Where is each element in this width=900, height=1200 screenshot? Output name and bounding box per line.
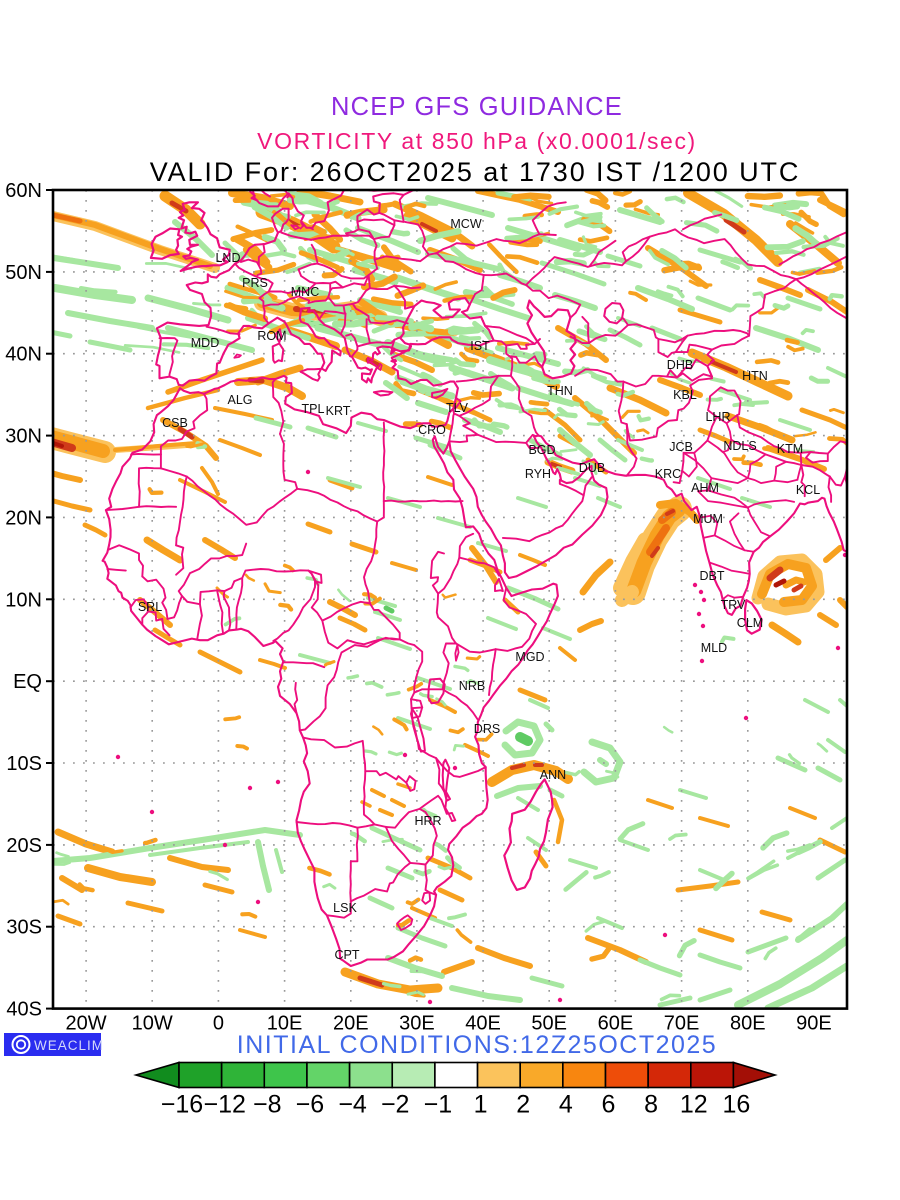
svg-text:DBT: DBT (700, 569, 725, 583)
svg-text:50N: 50N (5, 262, 42, 284)
svg-text:JCB: JCB (669, 440, 693, 454)
svg-text:VORTICITY at 850 hPa (x0.0001/: VORTICITY at 850 hPa (x0.0001/sec) (257, 128, 697, 154)
svg-text:MUM: MUM (693, 512, 723, 526)
svg-text:SRL: SRL (138, 600, 162, 614)
svg-text:LSK: LSK (333, 901, 357, 915)
svg-text:−16: −16 (161, 1091, 203, 1119)
svg-text:30N: 30N (5, 426, 42, 448)
svg-text:LND: LND (215, 251, 240, 265)
svg-text:EQ: EQ (13, 671, 42, 693)
svg-text:−1: −1 (424, 1091, 453, 1119)
svg-text:30S: 30S (6, 917, 42, 939)
svg-text:NDLS: NDLS (723, 439, 756, 453)
svg-text:−2: −2 (381, 1091, 410, 1119)
svg-text:BGD: BGD (528, 443, 555, 457)
svg-text:16: 16 (722, 1091, 750, 1119)
svg-text:10N: 10N (5, 589, 42, 611)
svg-text:PRS: PRS (242, 276, 268, 290)
svg-text:8: 8 (644, 1091, 658, 1119)
svg-text:THN: THN (547, 384, 573, 398)
svg-text:TRV: TRV (721, 598, 746, 612)
svg-text:TPL: TPL (302, 402, 325, 416)
svg-text:KCL: KCL (796, 483, 820, 497)
svg-text:KTM: KTM (777, 442, 803, 456)
svg-text:90E: 90E (796, 1013, 832, 1035)
svg-text:70E: 70E (664, 1013, 700, 1035)
svg-text:1: 1 (474, 1091, 488, 1119)
svg-text:VALID For: 26OCT2025 at 1730 I: VALID For: 26OCT2025 at 1730 IST /1200 U… (150, 157, 801, 187)
svg-text:INITIAL CONDITIONS:12Z25OCT20: INITIAL CONDITIONS:12Z25OCT2025 (237, 1031, 717, 1059)
svg-text:WEACLIM: WEACLIM (34, 1038, 104, 1053)
svg-text:20E: 20E (333, 1013, 369, 1035)
svg-text:−4: −4 (338, 1091, 367, 1119)
svg-text:CPT: CPT (335, 948, 360, 962)
svg-text:40N: 40N (5, 344, 42, 366)
svg-text:−8: −8 (253, 1091, 282, 1119)
svg-text:ROM: ROM (257, 329, 286, 343)
svg-text:0: 0 (213, 1013, 224, 1035)
svg-text:10W: 10W (132, 1013, 173, 1035)
svg-text:DHB: DHB (667, 358, 693, 372)
svg-text:6: 6 (602, 1091, 616, 1119)
svg-text:IST: IST (470, 339, 490, 353)
svg-text:40E: 40E (465, 1013, 501, 1035)
svg-text:NRB: NRB (459, 679, 485, 693)
svg-text:KRT: KRT (326, 404, 351, 418)
svg-text:HTN: HTN (742, 369, 768, 383)
svg-text:30E: 30E (399, 1013, 435, 1035)
svg-text:CSB: CSB (162, 416, 188, 430)
svg-text:NCEP GFS GUIDANCE: NCEP GFS GUIDANCE (331, 93, 623, 121)
svg-text:CRO: CRO (418, 423, 446, 437)
svg-text:KBL: KBL (673, 388, 697, 402)
svg-text:20W: 20W (66, 1013, 107, 1035)
svg-text:HRR: HRR (414, 814, 441, 828)
svg-text:KRC: KRC (655, 467, 681, 481)
svg-text:MDD: MDD (191, 336, 219, 350)
svg-text:60E: 60E (598, 1013, 634, 1035)
svg-text:10E: 10E (267, 1013, 303, 1035)
svg-text:AHM: AHM (691, 481, 719, 495)
svg-text:50E: 50E (531, 1013, 567, 1035)
svg-text:RYH: RYH (525, 467, 551, 481)
svg-text:10S: 10S (6, 753, 42, 775)
svg-text:4: 4 (559, 1091, 573, 1119)
svg-text:MCW: MCW (450, 217, 481, 231)
svg-text:MLD: MLD (701, 641, 727, 655)
svg-text:MGD: MGD (515, 650, 544, 664)
svg-text:TLV: TLV (446, 401, 469, 415)
svg-text:LHR: LHR (705, 410, 730, 424)
svg-text:ANN: ANN (540, 768, 566, 782)
svg-text:CLM: CLM (737, 616, 763, 630)
svg-text:60N: 60N (5, 180, 42, 202)
svg-text:DUB: DUB (579, 461, 605, 475)
svg-text:DRS: DRS (474, 722, 500, 736)
svg-text:12: 12 (680, 1091, 708, 1119)
svg-text:20N: 20N (5, 507, 42, 529)
svg-text:MNC: MNC (291, 285, 319, 299)
svg-text:ALG: ALG (227, 393, 252, 407)
svg-text:−6: −6 (296, 1091, 325, 1119)
svg-text:40S: 40S (6, 999, 42, 1021)
svg-text:2: 2 (516, 1091, 530, 1119)
svg-text:−12: −12 (203, 1091, 245, 1119)
svg-text:20S: 20S (6, 835, 42, 857)
svg-text:80E: 80E (730, 1013, 766, 1035)
